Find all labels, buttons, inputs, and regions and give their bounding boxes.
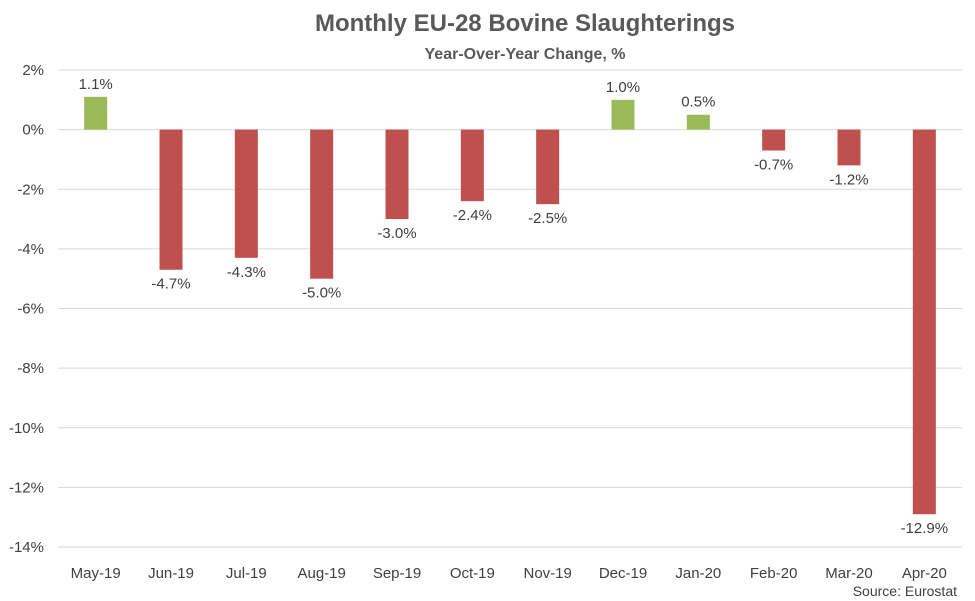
x-tick-label: Apr-20 xyxy=(902,565,947,582)
data-label: 1.0% xyxy=(606,79,640,96)
gridlines xyxy=(58,69,962,548)
y-tick-label: -4% xyxy=(17,241,44,258)
bar xyxy=(385,129,409,220)
bar xyxy=(84,96,108,130)
x-tick-label: Mar-20 xyxy=(825,565,873,582)
bar xyxy=(686,114,710,130)
y-tick-label: -14% xyxy=(9,539,44,556)
bar xyxy=(837,129,861,166)
data-labels: 1.1% -4.7% -4.3% -5.0% -3.0% -2.4% -2.5% 1.0% 0.… xyxy=(79,76,949,537)
data-label: -4.7% xyxy=(151,276,190,293)
bar xyxy=(159,129,183,270)
x-tick-label: Dec-19 xyxy=(599,565,647,582)
bar xyxy=(460,129,484,202)
x-tick-label: Aug-19 xyxy=(297,565,345,582)
y-tick-label: -12% xyxy=(9,479,44,496)
data-label: -0.7% xyxy=(754,156,793,173)
y-axis-ticks: 2% 0% -2% -4% -6% -8% -10% -12% -14% xyxy=(9,62,44,556)
y-tick-label: -10% xyxy=(9,420,44,437)
y-tick-label: -8% xyxy=(17,360,44,377)
bar xyxy=(234,129,258,258)
bars xyxy=(84,96,936,515)
bar xyxy=(912,129,936,515)
x-tick-label: May-19 xyxy=(71,565,121,582)
bar xyxy=(536,129,560,205)
chart-title: Monthly EU-28 Bovine Slaughterings xyxy=(315,10,735,37)
x-tick-label: Feb-20 xyxy=(750,565,798,582)
data-label: -2.4% xyxy=(453,207,492,224)
y-tick-label: 2% xyxy=(22,62,44,79)
data-label: -5.0% xyxy=(302,285,341,302)
x-tick-label: Nov-19 xyxy=(523,565,571,582)
y-tick-label: 0% xyxy=(22,122,44,139)
bar xyxy=(611,99,635,130)
bar xyxy=(310,129,334,279)
y-tick-label: -2% xyxy=(17,181,44,198)
y-tick-label: -6% xyxy=(17,301,44,318)
data-label: -12.9% xyxy=(901,520,949,537)
x-axis-ticks: May-19 Jun-19 Jul-19 Aug-19 Sep-19 Oct-19 Nov-… xyxy=(71,565,947,582)
bar xyxy=(762,129,786,151)
x-tick-label: Oct-19 xyxy=(450,565,495,582)
data-label: 0.5% xyxy=(681,94,715,111)
x-tick-label: Jun-19 xyxy=(148,565,194,582)
x-tick-label: Jul-19 xyxy=(226,565,267,582)
data-label: -4.3% xyxy=(227,264,266,281)
source-note: Source: Eurostat xyxy=(853,583,957,599)
data-label: 1.1% xyxy=(79,76,113,93)
x-tick-label: Jan-20 xyxy=(675,565,721,582)
data-label: -2.5% xyxy=(528,210,567,227)
data-label: -3.0% xyxy=(377,225,416,242)
chart-subtitle: Year-Over-Year Change, % xyxy=(425,46,626,63)
x-tick-label: Sep-19 xyxy=(373,565,421,582)
data-label: -1.2% xyxy=(829,171,868,188)
